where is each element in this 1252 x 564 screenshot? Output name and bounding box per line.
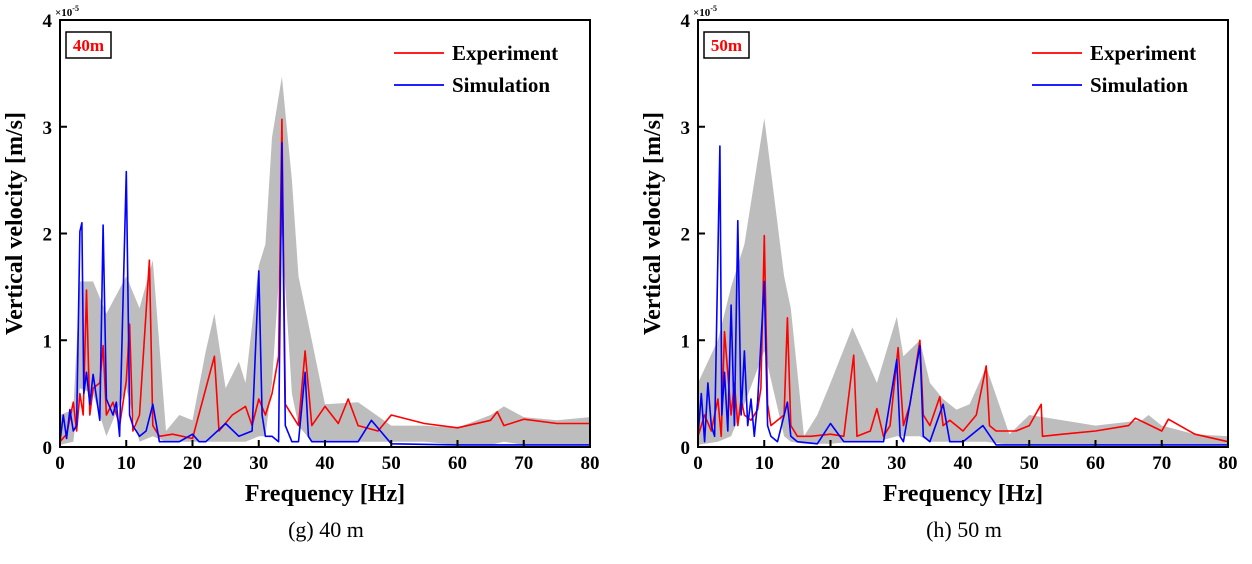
x-tick-label: 80 xyxy=(1219,453,1238,474)
y-tick-label: 0 xyxy=(681,438,691,459)
x-tick-label: 50 xyxy=(1020,453,1039,474)
figure-caption-50m: (h) 50 m xyxy=(926,517,1002,542)
y-tick-label: 1 xyxy=(681,331,691,352)
figure-caption-40m: (g) 40 m xyxy=(288,517,364,542)
x-tick-label: 70 xyxy=(514,453,533,474)
panel-tag: 50m xyxy=(711,36,742,55)
y-scale-power: -5 xyxy=(72,4,79,13)
x-axis-title: Frequency [Hz] xyxy=(883,481,1043,507)
legend-label-experiment: Experiment xyxy=(452,41,558,65)
confidence-band xyxy=(698,118,1228,445)
y-tick-label: 0 xyxy=(43,438,53,459)
x-tick-label: 10 xyxy=(117,453,136,474)
x-tick-label: 20 xyxy=(183,453,202,474)
series-line-experiment xyxy=(59,118,590,443)
y-tick-label: 2 xyxy=(681,225,691,246)
y-tick-label: 2 xyxy=(43,225,53,246)
y-tick-label: 3 xyxy=(681,118,691,139)
chart-panel-40m: 0 10 20 30 40 50 60 70 80 0 1 2 3 4 ×10-5 Frequency [Hz… xyxy=(0,0,614,515)
y-axis-title: Vertical velocity [m/s] xyxy=(640,112,666,335)
x-axis-title: Frequency [Hz] xyxy=(245,481,405,507)
chart-40m: 0 10 20 30 40 50 60 70 80 0 1 2 3 4 ×10-5 Frequency [Hz… xyxy=(2,4,600,507)
y-tick-label: 1 xyxy=(43,331,53,352)
legend-label-experiment: Experiment xyxy=(1090,41,1196,65)
y-scale-power: -5 xyxy=(710,4,717,13)
x-tick-label: 70 xyxy=(1152,453,1171,474)
y-scale-exponent: ×10-5 xyxy=(693,4,717,19)
x-tick-label: 40 xyxy=(954,453,973,474)
panel-tag-box xyxy=(65,31,112,59)
panel-tag: 40m xyxy=(73,36,104,55)
y-tick-label: 4 xyxy=(681,11,691,32)
confidence-band xyxy=(60,76,590,445)
chart-50m: 0 10 20 30 40 50 60 70 80 0 1 2 3 4 ×10-5 Frequency [Hz… xyxy=(640,4,1238,507)
x-tick-label: 0 xyxy=(55,453,65,474)
x-tick-label: 80 xyxy=(581,453,600,474)
x-tick-label: 60 xyxy=(1086,453,1105,474)
x-tick-label: 60 xyxy=(448,453,467,474)
y-scale-multiplier: ×10 xyxy=(55,7,73,19)
legend-label-simulation: Simulation xyxy=(1090,73,1188,97)
y-axis-title: Vertical velocity [m/s] xyxy=(2,112,28,335)
x-tick-label: 10 xyxy=(755,453,774,474)
x-tick-label: 20 xyxy=(821,453,840,474)
series-line-simulation xyxy=(697,145,1228,446)
y-scale-multiplier: ×10 xyxy=(693,7,711,19)
x-tick-label: 50 xyxy=(382,453,401,474)
chart-panel-50m: 0 10 20 30 40 50 60 70 80 0 1 2 3 4 ×10-5 Frequency [Hz… xyxy=(638,0,1252,515)
y-tick-label: 4 xyxy=(43,11,53,32)
x-tick-label: 30 xyxy=(249,453,268,474)
x-tick-label: 40 xyxy=(316,453,335,474)
series-line-simulation xyxy=(59,142,590,446)
y-scale-exponent: ×10-5 xyxy=(55,4,79,19)
y-tick-label: 3 xyxy=(43,118,53,139)
x-tick-label: 0 xyxy=(693,453,703,474)
legend-label-simulation: Simulation xyxy=(452,73,550,97)
x-tick-label: 30 xyxy=(887,453,906,474)
panel-tag-box xyxy=(703,31,750,59)
